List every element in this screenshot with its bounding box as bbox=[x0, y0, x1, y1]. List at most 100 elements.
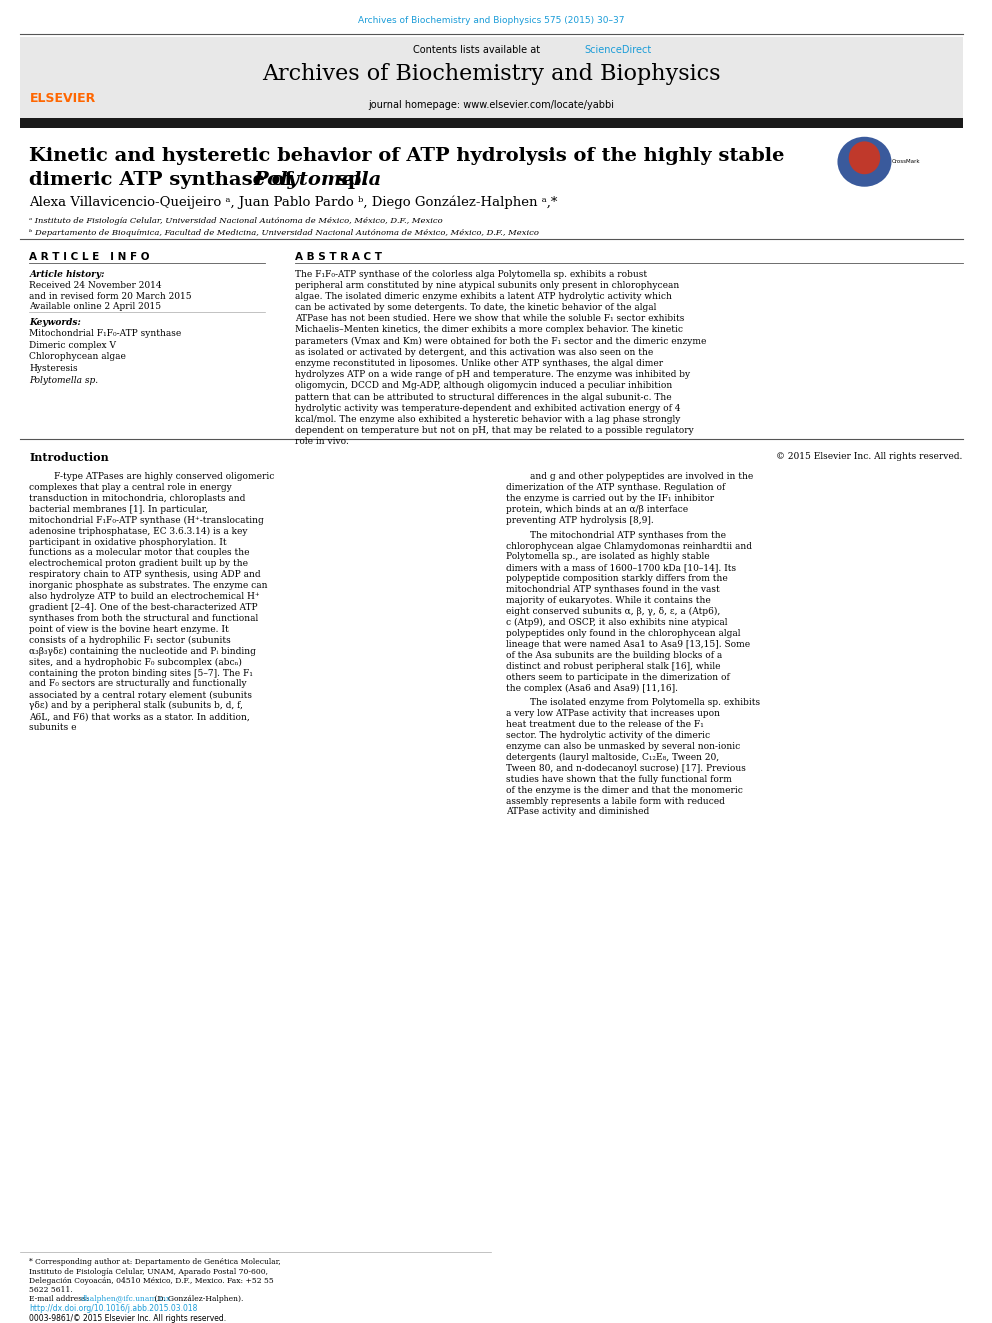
Text: ATPase activity and diminished: ATPase activity and diminished bbox=[506, 807, 649, 816]
Text: adenosine triphosphatase, EC 3.6.3.14) is a key: adenosine triphosphatase, EC 3.6.3.14) i… bbox=[30, 527, 248, 536]
Text: A B S T R A C T: A B S T R A C T bbox=[295, 253, 382, 262]
Text: enzyme reconstituted in liposomes. Unlike other ATP synthases, the algal dimer: enzyme reconstituted in liposomes. Unlik… bbox=[295, 359, 663, 368]
Text: oligomycin, DCCD and Mg-ADP, although oligomycin induced a peculiar inhibition: oligomycin, DCCD and Mg-ADP, although ol… bbox=[295, 381, 672, 390]
Text: Article history:: Article history: bbox=[30, 270, 105, 279]
Text: and g and other polypeptides are involved in the: and g and other polypeptides are involve… bbox=[531, 472, 754, 482]
Text: preventing ATP hydrolysis [8,9].: preventing ATP hydrolysis [8,9]. bbox=[506, 516, 654, 525]
Text: journal homepage: www.elsevier.com/locate/yabbi: journal homepage: www.elsevier.com/locat… bbox=[368, 101, 614, 110]
Text: Available online 2 April 2015: Available online 2 April 2015 bbox=[30, 303, 162, 311]
Text: γδε) and by a peripheral stalk (subunits b, d, f,: γδε) and by a peripheral stalk (subunits… bbox=[30, 701, 243, 710]
Text: parameters (Vmax and Km) were obtained for both the F₁ sector and the dimeric en: parameters (Vmax and Km) were obtained f… bbox=[295, 336, 706, 345]
Text: point of view is the bovine heart enzyme. It: point of view is the bovine heart enzyme… bbox=[30, 624, 229, 634]
Text: complexes that play a central role in energy: complexes that play a central role in en… bbox=[30, 483, 232, 492]
Text: Archives of Biochemistry and Biophysics: Archives of Biochemistry and Biophysics bbox=[262, 64, 720, 85]
Ellipse shape bbox=[849, 142, 880, 175]
Text: Polytomella: Polytomella bbox=[253, 171, 382, 189]
Text: kcal/mol. The enzyme also exhibited a hysteretic behavior with a lag phase stron: kcal/mol. The enzyme also exhibited a hy… bbox=[295, 415, 681, 423]
Text: ScienceDirect: ScienceDirect bbox=[584, 45, 652, 54]
Text: lineage that were named Asa1 to Asa9 [13,15]. Some: lineage that were named Asa1 to Asa9 [13… bbox=[506, 640, 750, 648]
Text: chlorophycean algae Chlamydomonas reinhardtii and: chlorophycean algae Chlamydomonas reinha… bbox=[506, 541, 752, 550]
Text: Introduction: Introduction bbox=[30, 452, 109, 463]
Text: respiratory chain to ATP synthesis, using ADP and: respiratory chain to ATP synthesis, usin… bbox=[30, 570, 261, 579]
Text: dimers with a mass of 1600–1700 kDa [10–14]. Its: dimers with a mass of 1600–1700 kDa [10–… bbox=[506, 564, 736, 573]
Text: dhalphen@ifc.unam.mx: dhalphen@ifc.unam.mx bbox=[80, 1295, 171, 1303]
Text: F-type ATPases are highly conserved oligomeric: F-type ATPases are highly conserved olig… bbox=[54, 472, 275, 482]
Text: a very low ATPase activity that increases upon: a very low ATPase activity that increase… bbox=[506, 709, 720, 718]
Text: mitochondrial ATP synthases found in the vast: mitochondrial ATP synthases found in the… bbox=[506, 585, 719, 594]
Text: eight conserved subunits α, β, γ, δ, ε, a (Atp6),: eight conserved subunits α, β, γ, δ, ε, … bbox=[506, 607, 720, 617]
Text: sites, and a hydrophobic F₀ subcomplex (abcₙ): sites, and a hydrophobic F₀ subcomplex (… bbox=[30, 658, 242, 667]
Bar bbox=[20, 37, 962, 120]
Text: A6L, and F6) that works as a stator. In addition,: A6L, and F6) that works as a stator. In … bbox=[30, 712, 250, 721]
Text: ᵃ Instituto de Fisiología Celular, Universidad Nacional Autónoma de México, Méxi: ᵃ Instituto de Fisiología Celular, Unive… bbox=[30, 217, 443, 225]
Text: ATPase has not been studied. Here we show that while the soluble F₁ sector exhib: ATPase has not been studied. Here we sho… bbox=[295, 315, 684, 323]
Text: polypeptide composition starkly differs from the: polypeptide composition starkly differs … bbox=[506, 574, 728, 583]
Text: Michaelis–Menten kinetics, the dimer exhibits a more complex behavior. The kinet: Michaelis–Menten kinetics, the dimer exh… bbox=[295, 325, 682, 335]
Text: http://dx.doi.org/10.1016/j.abb.2015.03.018: http://dx.doi.org/10.1016/j.abb.2015.03.… bbox=[30, 1304, 197, 1314]
Text: sector. The hydrolytic activity of the dimeric: sector. The hydrolytic activity of the d… bbox=[506, 732, 710, 740]
Text: mitochondrial F₁F₀-ATP synthase (H⁺-translocating: mitochondrial F₁F₀-ATP synthase (H⁺-tran… bbox=[30, 516, 264, 525]
Text: also hydrolyze ATP to build an electrochemical H⁺: also hydrolyze ATP to build an electroch… bbox=[30, 593, 260, 601]
Text: hydrolyzes ATP on a wide range of pH and temperature. The enzyme was inhibited b: hydrolyzes ATP on a wide range of pH and… bbox=[295, 370, 689, 380]
Text: synthases from both the structural and functional: synthases from both the structural and f… bbox=[30, 614, 259, 623]
Text: 5622 5611.: 5622 5611. bbox=[30, 1286, 73, 1294]
Text: Hysteresis: Hysteresis bbox=[30, 364, 78, 373]
Text: ᵇ Departamento de Bioquímica, Facultad de Medicina, Universidad Nacional Autónom: ᵇ Departamento de Bioquímica, Facultad d… bbox=[30, 229, 540, 237]
Text: of the Asa subunits are the building blocks of a: of the Asa subunits are the building blo… bbox=[506, 651, 722, 660]
Text: studies have shown that the fully functional form: studies have shown that the fully functi… bbox=[506, 775, 732, 783]
Text: the complex (Asa6 and Asa9) [11,16].: the complex (Asa6 and Asa9) [11,16]. bbox=[506, 684, 678, 692]
Text: Keywords:: Keywords: bbox=[30, 319, 81, 327]
Text: * Corresponding author at: Departamento de Genética Molecular,: * Corresponding author at: Departamento … bbox=[30, 1258, 281, 1266]
Text: the enzyme is carried out by the IF₁ inhibitor: the enzyme is carried out by the IF₁ inh… bbox=[506, 493, 714, 503]
Text: assembly represents a labile form with reduced: assembly represents a labile form with r… bbox=[506, 796, 725, 806]
Text: and F₀ sectors are structurally and functionally: and F₀ sectors are structurally and func… bbox=[30, 680, 247, 688]
Text: role in vivo.: role in vivo. bbox=[295, 437, 348, 446]
Text: and in revised form 20 March 2015: and in revised form 20 March 2015 bbox=[30, 292, 192, 300]
Text: enzyme can also be unmasked by several non-ionic: enzyme can also be unmasked by several n… bbox=[506, 742, 740, 751]
Text: Dimeric complex V: Dimeric complex V bbox=[30, 340, 116, 349]
Text: dimerization of the ATP synthase. Regulation of: dimerization of the ATP synthase. Regula… bbox=[506, 483, 725, 492]
Text: Mitochondrial F₁F₀-ATP synthase: Mitochondrial F₁F₀-ATP synthase bbox=[30, 328, 182, 337]
Text: consists of a hydrophilic F₁ sector (subunits: consists of a hydrophilic F₁ sector (sub… bbox=[30, 636, 231, 644]
Text: participant in oxidative phosphorylation. It: participant in oxidative phosphorylation… bbox=[30, 537, 227, 546]
Text: functions as a molecular motor that couples the: functions as a molecular motor that coup… bbox=[30, 549, 250, 557]
Text: Archives of Biochemistry and Biophysics 575 (2015) 30–37: Archives of Biochemistry and Biophysics … bbox=[358, 16, 624, 25]
Text: hydrolytic activity was temperature-dependent and exhibited activation energy of: hydrolytic activity was temperature-depe… bbox=[295, 404, 681, 413]
Text: peripheral arm constituted by nine atypical subunits only present in chlorophyce: peripheral arm constituted by nine atypi… bbox=[295, 280, 679, 290]
Text: Delegación Coyoacán, 04510 México, D.F., Mexico. Fax: +52 55: Delegación Coyoacán, 04510 México, D.F.,… bbox=[30, 1277, 274, 1285]
Text: can be activated by some detergents. To date, the kinetic behavior of the algal: can be activated by some detergents. To … bbox=[295, 303, 656, 312]
Text: heat treatment due to the release of the F₁: heat treatment due to the release of the… bbox=[506, 720, 703, 729]
Text: Contents lists available at: Contents lists available at bbox=[413, 45, 543, 54]
Text: containing the proton binding sites [5–7]. The F₁: containing the proton binding sites [5–7… bbox=[30, 668, 253, 677]
Text: Polytomella sp.: Polytomella sp. bbox=[30, 376, 98, 385]
Text: pattern that can be attributed to structural differences in the algal subunit-c.: pattern that can be attributed to struct… bbox=[295, 393, 672, 402]
Text: electrochemical proton gradient built up by the: electrochemical proton gradient built up… bbox=[30, 560, 248, 569]
Text: Tween 80, and n-dodecanoyl sucrose) [17]. Previous: Tween 80, and n-dodecanoyl sucrose) [17]… bbox=[506, 763, 746, 773]
Text: The mitochondrial ATP synthases from the: The mitochondrial ATP synthases from the bbox=[531, 531, 726, 540]
Text: gradient [2–4]. One of the best-characterized ATP: gradient [2–4]. One of the best-characte… bbox=[30, 603, 258, 613]
Text: Polytomella sp., are isolated as highly stable: Polytomella sp., are isolated as highly … bbox=[506, 553, 709, 561]
Text: Chlorophycean algae: Chlorophycean algae bbox=[30, 352, 126, 361]
Text: protein, which binds at an α/β interface: protein, which binds at an α/β interface bbox=[506, 505, 688, 513]
Text: (D. González-Halphen).: (D. González-Halphen). bbox=[152, 1295, 244, 1303]
Text: algae. The isolated dimeric enzyme exhibits a latent ATP hydrolytic activity whi: algae. The isolated dimeric enzyme exhib… bbox=[295, 292, 672, 300]
Text: inorganic phosphate as substrates. The enzyme can: inorganic phosphate as substrates. The e… bbox=[30, 581, 268, 590]
Text: polypeptides only found in the chlorophycean algal: polypeptides only found in the chlorophy… bbox=[506, 628, 740, 638]
Text: Kinetic and hysteretic behavior of ATP hydrolysis of the highly stable: Kinetic and hysteretic behavior of ATP h… bbox=[30, 147, 785, 165]
Text: α₃β₃γδε) containing the nucleotide and Pᵢ binding: α₃β₃γδε) containing the nucleotide and P… bbox=[30, 647, 256, 656]
Text: distinct and robust peripheral stalk [16], while: distinct and robust peripheral stalk [16… bbox=[506, 662, 720, 671]
Text: others seem to participate in the dimerization of: others seem to participate in the dimeri… bbox=[506, 672, 730, 681]
Text: The isolated enzyme from Polytomella sp. exhibits: The isolated enzyme from Polytomella sp.… bbox=[531, 699, 761, 708]
Text: © 2015 Elsevier Inc. All rights reserved.: © 2015 Elsevier Inc. All rights reserved… bbox=[777, 452, 962, 462]
Text: of the enzyme is the dimer and that the monomeric: of the enzyme is the dimer and that the … bbox=[506, 786, 743, 795]
Ellipse shape bbox=[837, 136, 892, 187]
Bar bbox=[20, 118, 962, 127]
Text: bacterial membranes [1]. In particular,: bacterial membranes [1]. In particular, bbox=[30, 505, 208, 513]
Text: E-mail address:: E-mail address: bbox=[30, 1295, 91, 1303]
Text: subunits e: subunits e bbox=[30, 724, 77, 732]
Text: ELSEVIER: ELSEVIER bbox=[30, 93, 95, 105]
Text: CrossMark: CrossMark bbox=[892, 159, 921, 164]
Text: transduction in mitochondria, chloroplasts and: transduction in mitochondria, chloroplas… bbox=[30, 493, 246, 503]
Text: Received 24 November 2014: Received 24 November 2014 bbox=[30, 282, 162, 291]
Text: A R T I C L E   I N F O: A R T I C L E I N F O bbox=[30, 253, 150, 262]
